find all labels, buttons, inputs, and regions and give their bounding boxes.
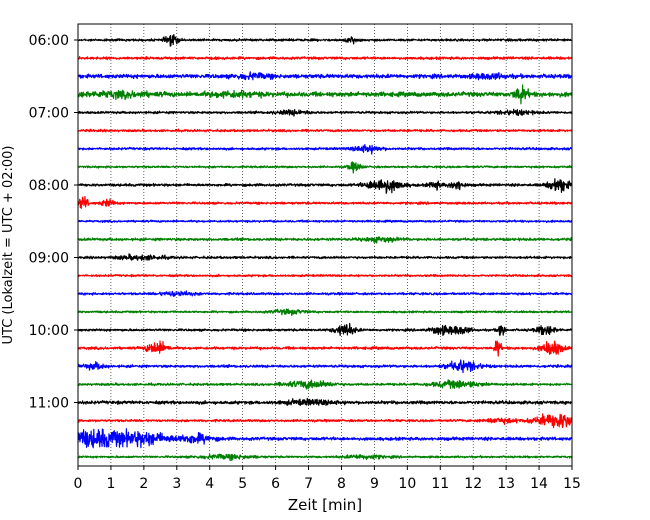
x-tick-label: 10 — [398, 476, 416, 492]
x-tick-label: 8 — [337, 476, 346, 492]
y-tick-label: 07:00 — [29, 106, 69, 122]
seismic-trace-0600 — [77, 34, 573, 47]
seismic-trace-0645 — [77, 84, 573, 105]
y-tick-label: 10:00 — [29, 323, 69, 339]
seismic-trace-0945 — [77, 308, 573, 317]
seismic-trace-0745 — [77, 161, 573, 174]
y-tick-label: 06:00 — [29, 33, 69, 49]
seismic-trace-1015 — [77, 340, 573, 357]
x-tick-label: 5 — [238, 476, 247, 492]
y-axis-label: UTC (Lokalzeit = UTC + 02:00) — [1, 146, 16, 345]
seismic-trace-0830 — [77, 219, 573, 224]
seismic-trace-1045 — [77, 379, 573, 390]
seismic-trace-0915 — [77, 273, 573, 278]
x-axis-ticks: 0 1 2 3 4 5 6 7 8 9 10 11 12 13 14 15 — [74, 466, 581, 492]
seismic-trace-0630 — [77, 71, 573, 81]
x-tick-label: 11 — [431, 476, 449, 492]
x-tick-label: 0 — [74, 476, 83, 492]
x-tick-label: 13 — [497, 476, 515, 492]
seismic-trace-0730 — [77, 144, 573, 155]
seismic-trace-1000 — [77, 322, 573, 337]
seismic-trace-1100 — [77, 397, 573, 407]
seismic-trace-0715 — [77, 128, 573, 133]
seismic-trace-1130 — [77, 428, 573, 449]
y-tick-label: 11:00 — [29, 396, 69, 412]
x-tick-label: 6 — [271, 476, 280, 492]
seismic-trace-0815 — [77, 196, 573, 210]
x-tick-label: 1 — [106, 476, 115, 492]
x-tick-label: 7 — [304, 476, 313, 492]
seismic-trace-0800 — [77, 178, 573, 194]
trace-group — [77, 34, 573, 462]
x-tick-label: 4 — [205, 476, 214, 492]
y-tick-label: 08:00 — [29, 178, 69, 194]
x-tick-label: 14 — [530, 476, 548, 492]
seismic-trace-0615 — [77, 56, 573, 61]
y-axis-ticks: 06:00 07:00 08:00 09:00 10:00 11:00 — [29, 33, 78, 412]
x-tick-label: 15 — [563, 476, 581, 492]
seismic-trace-1115 — [77, 413, 573, 429]
seismic-trace-0845 — [77, 236, 573, 244]
x-tick-label: 3 — [172, 476, 181, 492]
seismic-trace-0900 — [77, 253, 573, 261]
seismic-trace-1030 — [77, 359, 573, 374]
seismic-trace-0930 — [77, 290, 573, 297]
plot-frame — [77, 23, 573, 467]
y-tick-label: 09:00 — [29, 251, 69, 267]
x-axis-label: Zeit [min] — [288, 496, 362, 514]
x-tick-label: 9 — [370, 476, 379, 492]
x-tick-label: 12 — [464, 476, 482, 492]
seismic-trace-1145 — [77, 453, 573, 462]
x-tick-label: 2 — [139, 476, 148, 492]
seismic-trace-0700 — [77, 108, 573, 117]
